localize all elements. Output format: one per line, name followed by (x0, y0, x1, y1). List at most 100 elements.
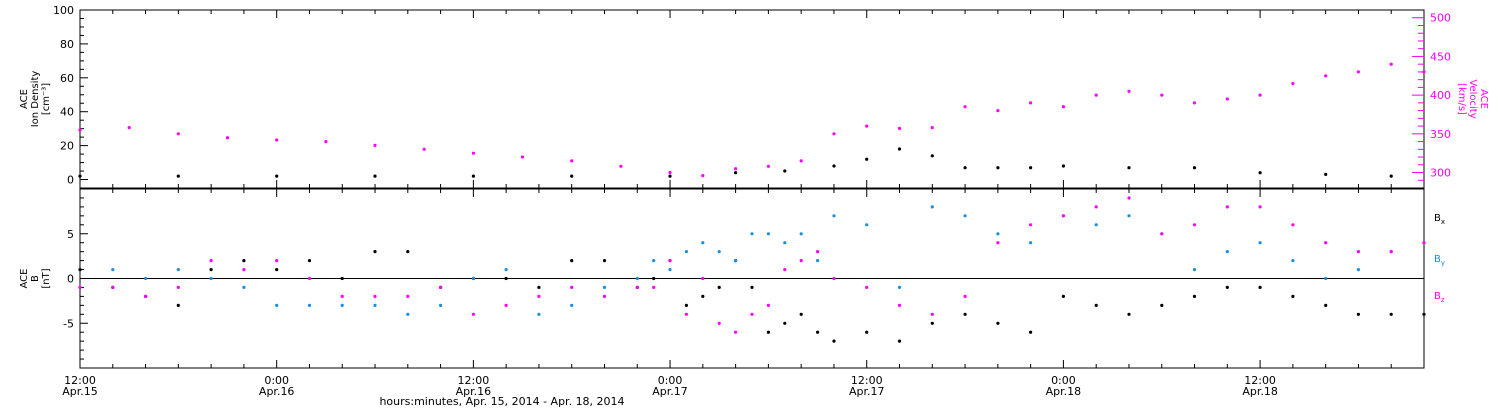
field-point-x (963, 312, 967, 316)
density-point (897, 147, 902, 151)
velocity-point (1094, 93, 1098, 97)
velocity-point (1225, 97, 1229, 101)
time-tick-label: Apr.17 (652, 385, 688, 398)
density-tick-label: 40 (60, 106, 74, 119)
field-point-y (471, 276, 475, 281)
velocity-tick-label: 500 (1430, 12, 1451, 25)
field-point-x (1291, 294, 1295, 298)
field-point-z (897, 303, 902, 307)
density-point (1324, 172, 1328, 176)
density-label-line: ACE (19, 89, 30, 109)
field-point-y (930, 205, 934, 209)
velocity-point (1029, 101, 1033, 105)
field-point-x (1422, 312, 1426, 316)
field-point-x (766, 330, 771, 334)
density-point (963, 166, 967, 170)
magnetic-field-points (78, 196, 1426, 343)
field-tick-label: 5 (67, 228, 74, 241)
field-point-z (111, 285, 115, 289)
field-point-x (242, 259, 246, 263)
field-point-y (652, 259, 656, 263)
field-point-y (996, 232, 1000, 236)
velocity-point (766, 164, 771, 168)
field-point-x (865, 330, 869, 334)
field-point-x (1127, 312, 1131, 316)
density-tick-label: 100 (53, 4, 74, 17)
field-point-z (668, 259, 672, 263)
field-point-x (684, 303, 689, 307)
field-point-x (930, 321, 934, 325)
field-point-y (1291, 259, 1295, 263)
density-tick-label: 20 (60, 140, 74, 153)
velocity-tick-label: 400 (1430, 89, 1451, 102)
density-velocity-frame (79, 9, 1425, 189)
field-point-z (799, 259, 803, 263)
field-point-z (816, 250, 820, 254)
density-point (668, 174, 672, 178)
velocity-point (225, 136, 230, 140)
field-point-y (537, 312, 541, 316)
field-point-x (701, 294, 705, 298)
time-tick-label: 12:00 (851, 374, 883, 387)
velocity-point (701, 174, 705, 178)
field-point-x (996, 321, 1000, 325)
density-label-line: [cm⁻³] (41, 83, 52, 115)
velocity-label-line: ACE (1478, 89, 1489, 109)
velocity-point (373, 143, 377, 147)
density-point (865, 157, 869, 161)
legend-symbol: B (1434, 213, 1441, 224)
velocity-point (799, 159, 803, 163)
density-axis-label: ACE Ion Density [cm⁻³] (19, 71, 52, 128)
field-point-x (783, 321, 787, 325)
velocity-point (570, 159, 574, 163)
field-point-z (717, 321, 721, 325)
velocity-point (1192, 101, 1197, 105)
field-point-y (144, 276, 148, 281)
velocity-point (865, 124, 869, 128)
field-point-z (570, 285, 574, 289)
legend-entry-x: Bx (1434, 213, 1445, 226)
legend-entry-y: By (1434, 254, 1445, 267)
field-point-y (504, 268, 508, 272)
field-tick-label: 0 (67, 273, 74, 286)
field-point-x (1029, 330, 1033, 334)
density-point (373, 174, 377, 178)
velocity-point (996, 109, 1000, 113)
time-tick-label: Apr.18 (1242, 385, 1278, 398)
field-point-y (1258, 241, 1262, 245)
field-point-y (340, 303, 344, 307)
velocity-point (930, 126, 934, 130)
field-point-z (865, 285, 869, 289)
field-point-y (734, 259, 738, 263)
velocity-label-line: [km/s] (1456, 83, 1467, 115)
density-label-line: Ion Density (30, 71, 41, 128)
field-point-y (684, 250, 689, 254)
field-tick-label: -5 (63, 317, 74, 330)
field-point-z (209, 259, 213, 263)
field-point-z (1258, 205, 1262, 209)
field-point-z (652, 285, 656, 289)
field-point-x (897, 339, 902, 343)
field-point-z (930, 312, 934, 316)
field-axis-label: ACE B [nT] (19, 268, 52, 288)
density-point (1127, 166, 1131, 170)
field-point-x (799, 312, 803, 316)
time-tick-label: Apr.18 (1046, 385, 1082, 398)
field-point-z (996, 241, 1000, 245)
field-point-z (340, 294, 344, 298)
field-point-z (1127, 196, 1131, 200)
field-point-z (176, 285, 180, 289)
field-point-y (963, 214, 967, 218)
field-point-x (1061, 294, 1065, 298)
velocity-point (897, 126, 902, 130)
density-point (1389, 174, 1393, 178)
field-point-y (1094, 223, 1098, 227)
density-velocity-points (78, 62, 1426, 178)
field-point-x (373, 250, 377, 254)
velocity-point (832, 132, 836, 136)
velocity-point (1389, 62, 1393, 66)
field-point-x (750, 285, 754, 289)
velocity-axis-ticks: 300 350 400 450 500 (1412, 12, 1451, 181)
